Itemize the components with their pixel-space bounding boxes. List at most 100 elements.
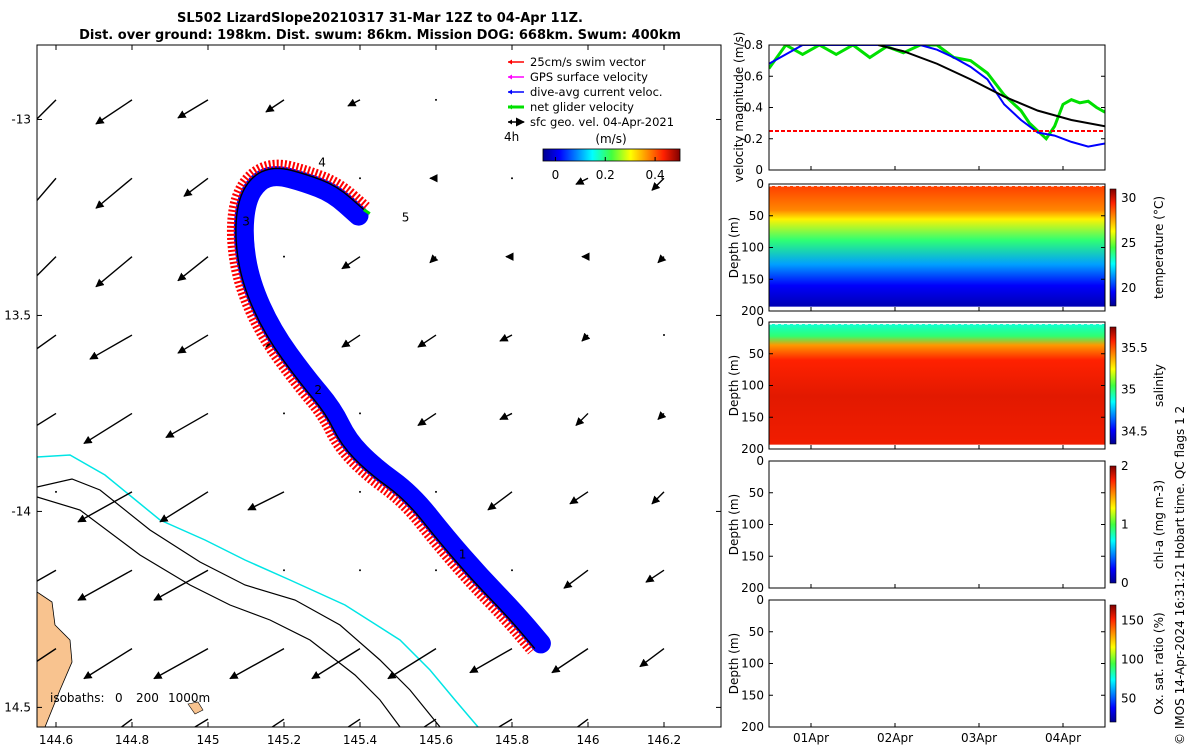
geo-vector-field: [37, 95, 667, 727]
profile-gap: [1081, 322, 1084, 325]
geo-vector: [651, 491, 665, 505]
profile-axes-frame: [768, 599, 1106, 728]
colorbar-label: Ox. sat. ratio (%): [1152, 612, 1166, 714]
geo-vector: [435, 98, 437, 101]
isobath-value-0: 0: [115, 691, 123, 705]
profile-gap: [1033, 322, 1036, 325]
geo-vector: [89, 334, 133, 360]
geo-vector: [37, 256, 57, 277]
profile-gap: [841, 184, 844, 187]
profile-gap: [931, 184, 934, 187]
x-tick-label: 145.2: [267, 733, 301, 747]
velocity-series-line: [877, 45, 1105, 128]
depth-tick-label: 50: [749, 347, 764, 361]
profile-gap: [793, 322, 796, 325]
depth-label: Depth (m): [727, 217, 741, 278]
profile-gap: [913, 322, 916, 325]
geo-vector: [551, 648, 589, 674]
colorbar-tick-label: 50: [1121, 692, 1136, 706]
profile-gap: [889, 184, 892, 187]
profile-gap: [811, 184, 814, 187]
geo-vector: [346, 718, 361, 727]
geo-vector: [283, 569, 285, 572]
day-label: 3: [242, 214, 250, 228]
isobath-legend: isobaths: 0 200 1000m: [50, 691, 210, 705]
geo-vector: [193, 718, 209, 727]
profile-gap: [775, 184, 778, 187]
depth-tick-label: 100: [741, 657, 764, 671]
depth-tick-label: 0: [756, 315, 764, 329]
profile-gap: [997, 322, 1000, 325]
y-tick-label: 14.5: [4, 700, 31, 714]
land-patch: [37, 591, 73, 727]
profile-gap: [871, 322, 874, 325]
geo-vector: [177, 256, 209, 282]
profile-gap: [1069, 184, 1072, 187]
profile-gap: [931, 322, 934, 325]
depth-tick-label: 50: [749, 486, 764, 500]
y-tick-label: -13: [11, 112, 31, 126]
geo-vector: [359, 177, 361, 180]
legend-label: 25cm/s swim vector: [530, 55, 646, 69]
profile-gap: [823, 184, 826, 187]
geo-vector: [569, 491, 589, 505]
velocity-panel: 0 0.2 0.4 0.6 0.8 velocity magnitude (m/s): [732, 32, 1106, 183]
geo-vector: [497, 718, 513, 727]
profile-gap: [1063, 184, 1066, 187]
profile-gap: [1003, 184, 1006, 187]
depth-tick-label: 200: [741, 581, 764, 595]
velocity-y-tick-label: 0.2: [744, 132, 763, 146]
profile-gap: [925, 184, 928, 187]
profile-gap: [973, 184, 976, 187]
legend-arrowhead: [508, 74, 512, 80]
geo-vector: [511, 177, 513, 180]
profile-gap: [1015, 184, 1018, 187]
profile-gap: [859, 184, 862, 187]
profile-gap: [1075, 184, 1078, 187]
geo-vector: [347, 98, 361, 107]
depth-tick-label: 0: [756, 454, 764, 468]
profile-gap: [775, 322, 778, 325]
x-tick-label: 145: [197, 733, 220, 747]
geo-vector: [159, 491, 209, 523]
depth-tick-label: 100: [741, 518, 764, 532]
profile-field: [769, 186, 1105, 307]
colorbar-label: salinity: [1152, 364, 1166, 407]
profile-gap: [1087, 322, 1090, 325]
profile-gap: [877, 184, 880, 187]
geo-vector: [183, 177, 209, 197]
depth-tick-label: 150: [741, 272, 764, 286]
geo-vector: [95, 99, 133, 125]
legend-bg: [500, 50, 683, 130]
geo-vector: [120, 718, 133, 727]
track-dive-current-band: [233, 166, 551, 654]
colorbar-tick-label: 0: [552, 168, 560, 182]
colorbar-tick-label: 0.2: [596, 168, 615, 182]
velocity-ylabel: velocity magnitude (m/s): [732, 32, 746, 183]
profile-colorbar: [1109, 188, 1117, 307]
profile-colorbar: [1109, 604, 1117, 723]
geo-vector: [429, 254, 439, 264]
profile-gap: [787, 322, 790, 325]
day-labels: 1 2 3 4 5: [242, 156, 466, 562]
colorbar-tick-label: 2: [1121, 459, 1129, 473]
profile-gap: [979, 184, 982, 187]
profile-gap: [961, 184, 964, 187]
geo-vector: [657, 254, 667, 264]
profile-gap: [835, 184, 838, 187]
profile-gap: [817, 184, 820, 187]
profile-gap: [895, 322, 898, 325]
time-tick-label: 03Apr: [961, 731, 997, 745]
x-tick-label: 145.4: [343, 733, 377, 747]
geo-vector: [657, 411, 667, 421]
geo-vector: [499, 333, 513, 342]
profile-gap: [829, 184, 832, 187]
profile-gap: [1051, 322, 1054, 325]
colorbar-tick-label: 35.5: [1121, 341, 1148, 355]
geo-vector: [37, 177, 57, 202]
map-axes-frame: [36, 44, 722, 728]
depth-tick-label: 0: [756, 177, 764, 191]
isobath-200: [37, 478, 441, 727]
profile-gap: [871, 184, 874, 187]
profile-gap: [865, 184, 868, 187]
